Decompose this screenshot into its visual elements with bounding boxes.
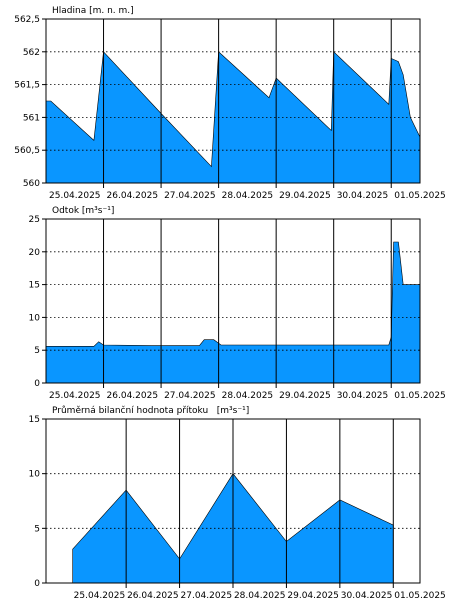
y-tick-label: 0 — [34, 379, 40, 389]
y-tick-label: 15 — [29, 281, 40, 291]
y-tick-label: 561 — [23, 113, 40, 123]
x-tick-label: 25.04.2025 — [49, 191, 101, 201]
x-tick-label: 29.04.2025 — [287, 591, 339, 601]
y-tick-label: 5 — [34, 346, 40, 356]
x-tick-label: 27.04.2025 — [164, 391, 216, 401]
y-tick-label: 561,5 — [14, 81, 40, 91]
x-tick-label: 27.04.2025 — [164, 191, 216, 201]
x-tick-label: 26.04.2025 — [107, 391, 159, 401]
x-tick-label: 29.04.2025 — [279, 391, 331, 401]
x-tick-label: 25.04.2025 — [49, 391, 101, 401]
x-tick-label: 28.04.2025 — [222, 391, 274, 401]
chart-panel-2: 0 5 10 15 20 25 25.04.2025 26.04.2025 27.04.2025… — [29, 206, 446, 401]
chart-title: Hladina [m. n. m.] — [52, 6, 134, 16]
x-tick-label: 30.04.2025 — [341, 591, 393, 601]
chart-title: Průměrná bilanční hodnota přítoku [m³s⁻¹… — [52, 405, 249, 416]
chart-panel-3: 0 5 10 15 25.04.2025 26.04.2025 27.04.2025 28.0… — [29, 405, 446, 601]
y-tick-label: 560,5 — [14, 146, 40, 156]
chart-panel-1: 560 560,5 561 561,5 562 562,5 25.04.2025 26.04.… — [14, 6, 446, 201]
x-tick-label: 01.05.2025 — [394, 591, 446, 601]
y-tick-label: 25 — [29, 215, 40, 225]
x-tick-label: 01.05.2025 — [394, 391, 446, 401]
y-tick-label: 10 — [29, 313, 41, 323]
chart-title: Odtok [m³s⁻¹] — [52, 206, 114, 216]
x-tick-label: 30.04.2025 — [337, 391, 389, 401]
x-tick-label: 29.04.2025 — [279, 191, 331, 201]
y-tick-label: 10 — [29, 470, 41, 480]
y-tick-label: 560 — [23, 179, 40, 189]
x-tick-label: 28.04.2025 — [234, 591, 286, 601]
plot-frame — [45, 18, 421, 184]
x-tick-label: 30.04.2025 — [337, 191, 389, 201]
y-tick-label: 562 — [23, 48, 40, 58]
x-tick-label: 26.04.2025 — [107, 191, 159, 201]
plot-frame — [45, 418, 421, 584]
y-tick-label: 562,5 — [14, 15, 40, 25]
y-tick-label: 0 — [34, 579, 40, 589]
x-tick-label: 01.05.2025 — [394, 191, 446, 201]
y-tick-label: 20 — [29, 248, 41, 258]
y-tick-label: 5 — [34, 524, 40, 534]
x-tick-label: 27.04.2025 — [181, 591, 233, 601]
x-tick-label: 28.04.2025 — [222, 191, 274, 201]
x-tick-label: 25.04.2025 — [74, 591, 126, 601]
plot-frame — [45, 218, 421, 384]
y-tick-label: 15 — [29, 415, 40, 425]
x-tick-label: 26.04.2025 — [127, 591, 179, 601]
